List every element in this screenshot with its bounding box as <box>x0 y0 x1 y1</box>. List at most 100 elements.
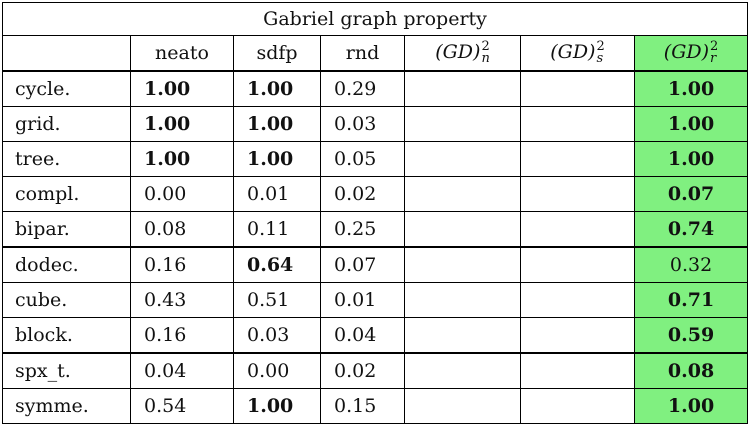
column-header-sub: r <box>710 51 717 66</box>
table-cell <box>404 282 521 318</box>
table-cell: 0.16 <box>130 317 234 354</box>
table-cell: 0.04 <box>130 352 234 389</box>
column-header-base: (GD) <box>663 41 710 63</box>
column-header-row: neato sdfp rnd (GD) 2 n (GD) 2 s (GD) 2 r <box>2 35 749 72</box>
table-row: block. 0.16 0.03 0.04 0.59 <box>2 317 749 354</box>
row-label: bipar. <box>2 211 131 248</box>
table-cell: 1.00 <box>633 70 749 107</box>
table-cell: 0.07 <box>320 246 405 283</box>
table-cell: 1.00 <box>130 141 234 177</box>
table-cell: 0.04 <box>320 317 405 354</box>
table-cell <box>520 246 635 283</box>
table-cell: 0.25 <box>320 211 405 248</box>
table-cell: 0.05 <box>320 141 405 177</box>
table-cell <box>520 106 635 142</box>
column-header: sdfp <box>233 35 321 72</box>
column-header-sup: 2 <box>596 39 605 54</box>
table-cell: 0.43 <box>130 282 234 318</box>
table-cell: 0.54 <box>130 388 234 424</box>
row-label: grid. <box>2 106 131 142</box>
row-label: dodec. <box>2 246 131 283</box>
table-cell: 0.03 <box>320 106 405 142</box>
table-cell <box>404 388 521 424</box>
table-row: cycle. 1.00 1.00 0.29 1.00 <box>2 70 749 107</box>
table-cell: 0.74 <box>633 211 749 248</box>
table-cell: 0.29 <box>320 70 405 107</box>
table-cell <box>404 106 521 142</box>
table-cell: 1.00 <box>233 141 321 177</box>
row-label: symme. <box>2 388 131 424</box>
table-cell: 1.00 <box>130 106 234 142</box>
table-cell: 0.02 <box>320 352 405 389</box>
table-cell: 0.00 <box>130 176 234 212</box>
column-header-sup: 2 <box>481 39 490 54</box>
row-label: compl. <box>2 176 131 212</box>
table-cell: 1.00 <box>233 388 321 424</box>
column-header: rnd <box>320 35 405 72</box>
column-header: (GD) 2 n <box>404 35 521 72</box>
table-cell: 0.15 <box>320 388 405 424</box>
table-cell: 1.00 <box>233 70 321 107</box>
table-cell: 0.71 <box>633 282 749 318</box>
table-cell: 0.11 <box>233 211 321 248</box>
table-cell <box>520 282 635 318</box>
table-cell: 0.07 <box>633 176 749 212</box>
table-cell <box>520 317 635 354</box>
row-label: cycle. <box>2 70 131 107</box>
table-row: tree. 1.00 1.00 0.05 1.00 <box>2 141 749 177</box>
table-cell <box>520 352 635 389</box>
table-cell: 1.00 <box>633 388 749 424</box>
column-header: (GD) 2 s <box>520 35 635 72</box>
column-header: neato <box>130 35 234 72</box>
table-title: Gabriel graph property <box>1 2 749 36</box>
table-cell: 0.08 <box>130 211 234 248</box>
table-body: cycle. 1.00 1.00 0.29 1.00 grid. 1.00 1.00 0.03 1… <box>2 70 749 424</box>
table-cell <box>404 141 521 177</box>
table-cell <box>404 211 521 248</box>
column-header-sub: n <box>481 51 490 66</box>
column-header: (GD) 2 r <box>633 35 749 72</box>
table-cell: 0.64 <box>233 246 321 283</box>
column-header-base: (GD) <box>435 41 481 63</box>
table-row: symme. 0.54 1.00 0.15 1.00 <box>2 388 749 424</box>
table-row: cube. 0.43 0.51 0.01 0.71 <box>2 282 749 318</box>
row-label: cube. <box>2 282 131 318</box>
column-header-base: (GD) <box>550 41 596 63</box>
table-cell <box>404 352 521 389</box>
table-row: bipar. 0.08 0.11 0.25 0.74 <box>2 211 749 248</box>
table-cell <box>404 176 521 212</box>
table-row: dodec. 0.16 0.64 0.07 0.32 <box>2 246 749 283</box>
table-cell <box>404 246 521 283</box>
table-cell: 0.51 <box>233 282 321 318</box>
column-header-sup: 2 <box>710 39 719 54</box>
table-cell: 1.00 <box>130 70 234 107</box>
table-row: grid. 1.00 1.00 0.03 1.00 <box>2 106 749 142</box>
table-cell: 1.00 <box>633 106 749 142</box>
table-cell: 0.00 <box>233 352 321 389</box>
table-cell: 0.02 <box>320 176 405 212</box>
table-cell <box>520 141 635 177</box>
table-cell: 0.08 <box>633 352 749 389</box>
table-cell <box>520 211 635 248</box>
table-cell: 0.03 <box>233 317 321 354</box>
row-label: tree. <box>2 141 131 177</box>
table-cell: 1.00 <box>233 106 321 142</box>
table-row: compl. 0.00 0.01 0.02 0.07 <box>2 176 749 212</box>
table-cell: 0.01 <box>320 282 405 318</box>
table-row: spx_t. 0.04 0.00 0.02 0.08 <box>2 352 749 389</box>
table-cell: 0.01 <box>233 176 321 212</box>
table-cell <box>520 176 635 212</box>
column-header-sub: s <box>596 51 604 66</box>
table-cell <box>404 70 521 107</box>
row-label: spx_t. <box>2 352 131 389</box>
row-label: block. <box>2 317 131 354</box>
table-cell: 1.00 <box>633 141 749 177</box>
table-cell: 0.59 <box>633 317 749 354</box>
table-cell: 0.32 <box>633 246 749 283</box>
table-cell <box>520 70 635 107</box>
table-cell <box>404 317 521 354</box>
table-cell <box>520 388 635 424</box>
table-cell: 0.16 <box>130 246 234 283</box>
corner-cell <box>2 35 131 72</box>
